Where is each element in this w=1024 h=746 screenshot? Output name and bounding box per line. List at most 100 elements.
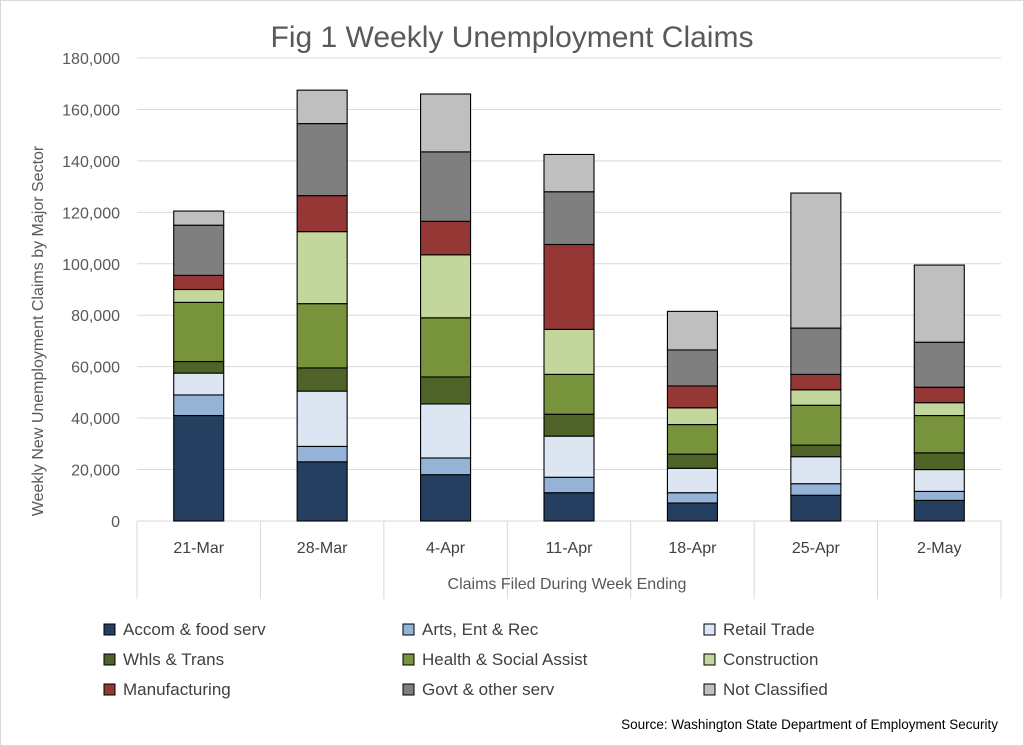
bar-segment	[420, 317, 472, 378]
bar-segment	[913, 452, 965, 471]
legend-item: Whls & Trans	[103, 650, 224, 669]
legend-item: Manufacturing	[103, 680, 231, 699]
y-axis-title: Weekly New Unemployment Claims by Major …	[30, 145, 47, 516]
bar-stack	[913, 264, 965, 522]
bar-segment	[913, 386, 965, 404]
bar-segment	[790, 327, 842, 375]
bar-segment	[666, 310, 718, 351]
bar-segment	[790, 404, 842, 446]
bar-segment	[543, 373, 595, 415]
bar-segment	[296, 231, 348, 305]
legend-swatch	[703, 683, 716, 696]
legend-swatch	[703, 653, 716, 666]
bar-segment	[666, 385, 718, 409]
bar-stack	[173, 210, 225, 522]
y-tick-label: 140,000	[62, 154, 120, 171]
chart-title: Fig 1 Weekly Unemployment Claims	[271, 21, 754, 54]
y-tick-label: 0	[111, 514, 120, 531]
bar-segment	[666, 423, 718, 455]
bar-stack	[790, 192, 842, 522]
y-tick-label: 40,000	[71, 411, 120, 428]
bar-segment	[296, 195, 348, 233]
bar-segment	[296, 461, 348, 522]
legend-swatch	[402, 623, 415, 636]
bar-segment	[543, 243, 595, 330]
bar-stack	[296, 89, 348, 522]
legend-label: Accom & food serv	[123, 620, 266, 639]
bar-segment	[666, 467, 718, 494]
bar-segment	[296, 89, 348, 125]
y-tick-label: 60,000	[71, 360, 120, 377]
x-tick-label: 4-Apr	[426, 540, 466, 557]
x-tick-label: 28-Mar	[297, 540, 348, 557]
bar-segment	[296, 367, 348, 392]
y-tick-label: 80,000	[71, 308, 120, 325]
bar-segment	[173, 210, 225, 226]
bar-segment	[420, 376, 472, 405]
bar-segment	[296, 445, 348, 463]
bar-segment	[913, 414, 965, 454]
legend-label: Manufacturing	[123, 680, 231, 699]
bar-segment	[420, 254, 472, 319]
bar-segment	[173, 360, 225, 374]
bar-segment	[913, 469, 965, 492]
bar-segment	[790, 373, 842, 391]
x-tick-label: 11-Apr	[546, 540, 594, 557]
legend-swatch	[402, 653, 415, 666]
bar-segment	[666, 453, 718, 469]
bar-segment	[543, 476, 595, 494]
bar-segment	[420, 474, 472, 522]
bar-segment	[420, 93, 472, 153]
bar-segment	[543, 492, 595, 522]
legend-swatch	[103, 623, 116, 636]
bar-segment	[296, 390, 348, 447]
y-tick-label: 160,000	[62, 102, 120, 119]
bar-segment	[666, 502, 718, 522]
bar-segment	[543, 191, 595, 246]
bar-segment	[790, 494, 842, 522]
legend-item: Retail Trade	[703, 620, 815, 639]
legend-label: Arts, Ent & Rec	[422, 620, 539, 639]
bar-segment	[913, 341, 965, 388]
bar-segment	[173, 394, 225, 417]
legend-swatch	[402, 683, 415, 696]
bar-segment	[173, 274, 225, 291]
legend-item: Accom & food serv	[103, 620, 266, 639]
bar-segment	[420, 403, 472, 459]
bar-segment	[173, 301, 225, 363]
bar-segment	[790, 389, 842, 406]
bar-segment	[296, 303, 348, 369]
y-tick-label: 120,000	[62, 205, 120, 222]
bars	[173, 89, 965, 522]
bar-stack	[420, 93, 472, 522]
bar-segment	[173, 414, 225, 522]
legend-label: Retail Trade	[723, 620, 815, 639]
bar-segment	[790, 444, 842, 458]
bar-segment	[296, 123, 348, 197]
x-tick-label: 21-Mar	[173, 540, 224, 557]
legend-swatch	[103, 653, 116, 666]
source-note: Source: Washington State Department of E…	[621, 717, 998, 732]
bar-segment	[913, 490, 965, 501]
legend-label: Whls & Trans	[123, 650, 224, 669]
legend-label: Construction	[723, 650, 818, 669]
bar-segment	[420, 151, 472, 222]
legend-swatch	[703, 623, 716, 636]
y-tick-label: 20,000	[71, 463, 120, 480]
bar-segment	[543, 413, 595, 437]
y-tick-label: 100,000	[62, 257, 120, 274]
bar-segment	[913, 402, 965, 417]
y-axis-tick-labels: 0 20,000 40,000 60,000 80,000 100,000 120,000 1…	[62, 51, 120, 531]
x-tick-label: 2-May	[917, 540, 961, 557]
bar-segment	[790, 483, 842, 496]
bar-segment	[666, 492, 718, 504]
bar-stack	[666, 310, 718, 522]
legend-item: Health & Social Assist	[402, 650, 588, 669]
bar-segment	[790, 192, 842, 329]
bar-segment	[666, 349, 718, 387]
bar-segment	[543, 153, 595, 193]
bar-segment	[543, 328, 595, 375]
bar-segment	[666, 407, 718, 426]
x-tick-label: 18-Apr	[668, 540, 717, 557]
